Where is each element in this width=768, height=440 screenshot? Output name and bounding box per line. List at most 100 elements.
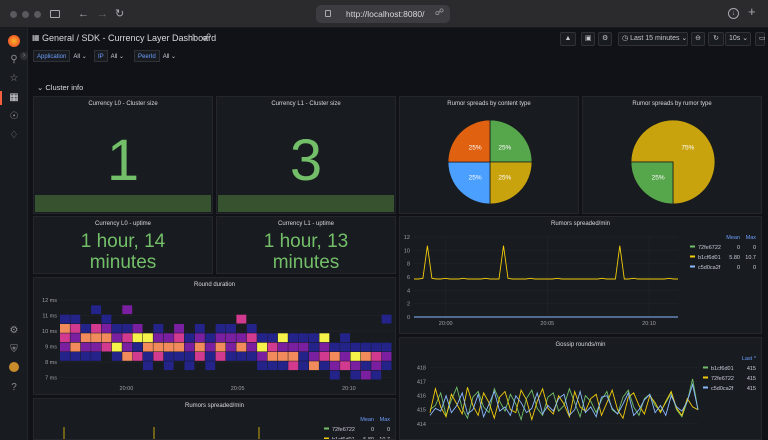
refresh-interval-picker[interactable]: 10s ⌄ [725,32,751,46]
pie-slice-0 [630,119,716,205]
dashboard-nav: ▦ General / SDK - Currency Layer Dashboa… [28,28,768,48]
heatmap-cell-117 [350,352,361,361]
legend-name-0: 72fe6722 [698,245,721,251]
help-icon[interactable]: ? [11,382,17,393]
y-tick-label-1: 417 [417,380,426,386]
panel-gossip-rounds[interactable]: Gossip rounds/min 418 417 416 415 414 Last * b… [399,337,762,440]
grafana-logo-icon[interactable] [8,35,20,47]
refresh-icon[interactable]: ↻ [708,32,724,46]
heatmap-cell-58 [194,352,205,361]
new-tab-icon[interactable]: + [748,4,756,19]
heatmap-cell-118 [350,370,361,380]
legend-swatch-0 [690,245,695,248]
variable-peerid[interactable]: PeerId All ⌄ [134,50,179,62]
heatmap-cell-30 [122,333,133,343]
settings-gear-icon[interactable]: ⚙ [9,325,19,336]
expand-sidebar-icon[interactable]: › [20,52,28,60]
legend-header-0: Mean [360,417,374,423]
forward-arrow-icon[interactable]: → [97,8,108,20]
y-tick-label-4: 414 [417,422,426,428]
search-icon[interactable]: ⚲ [10,54,18,65]
panel-title: Round duration [193,282,236,288]
explore-icon[interactable]: ☉ [9,111,19,122]
legend-header-0: Last * [742,356,757,362]
panel-l0-uptime[interactable]: Currency L0 - uptime 1 hour, 14 minutes [33,216,213,274]
heatmap-cell-5 [70,333,81,343]
heatmap-cell-80 [257,342,267,352]
add-panel-icon[interactable]: ▲ [560,32,576,46]
sidebar: › ⚲ ☆ ▦ ☉ ♢ ⚙ ⛨ ? [0,28,28,440]
panel-title: Currency L1 - Cluster size [271,101,341,107]
uptime-line-1: 1 hour, 13 [263,231,349,252]
dashboard-settings-icon[interactable]: ⚙ [598,32,612,46]
breadcrumb[interactable]: General / SDK - Currency Layer Dashboard [42,33,217,43]
heatmap-cell-55 [184,361,195,371]
heatmap-cell-78 [246,342,257,352]
x-tick-label-0: 20:00 [439,321,453,327]
shield-icon[interactable]: ⛨ [10,344,18,355]
heatmap-cell-21 [101,342,112,352]
zoom-window-button[interactable] [34,11,41,18]
download-icon[interactable]: ↓ [728,8,739,19]
variable-value[interactable]: All ⌄ [110,54,125,60]
alerting-bell-icon[interactable]: ♢ [9,130,19,141]
heatmap-cell-66 [215,333,226,343]
tv-mode-icon[interactable]: ▭ [755,32,766,46]
panel-rumor-content-type[interactable]: Rumor spreads by content type 25% 25% 25% 2… [399,96,579,214]
heatmap-cell-41 [153,342,164,352]
dashboards-icon[interactable]: ▦ [9,92,19,103]
variable-value[interactable]: All ⌄ [162,54,177,60]
star-icon[interactable]: ☆ [189,32,198,42]
heatmap-cell-47 [163,361,174,371]
pie-slice-label-1: 25% [498,174,511,181]
stat-value: 3 [289,128,323,193]
sidebar-toggle-icon[interactable] [50,10,60,18]
address-bar[interactable]: http://localhost:8080/ ☍ [316,5,450,23]
heatmap-cell-2 [60,352,70,361]
variable-label: PeerId [134,50,160,62]
heatmap-cell-109 [329,361,340,371]
time-range-picker[interactable]: ◷ Last 15 minutes ⌄ [618,32,688,46]
reload-icon[interactable]: ↻ [115,8,125,20]
panel-l0-cluster-size[interactable]: Currency L0 - Cluster size 1 [33,96,213,214]
starred-icon[interactable]: ☆ [9,73,19,84]
panel-title: Currency L1 - uptime [277,221,335,227]
heatmap-cell-74 [236,352,247,361]
zoom-out-icon[interactable]: ⊖ [691,32,705,46]
save-dashboard-icon[interactable]: ▣ [581,32,595,46]
panel-rumor-type[interactable]: Rumor spreads by rumor type 75% 25% [582,96,762,214]
panel-round-duration[interactable]: Round duration 12 ms 11 ms 10 ms 9 ms 8 ms 7 … [33,277,396,395]
heatmap-cell-110 [329,342,340,352]
back-arrow-icon[interactable]: ← [78,8,89,20]
legend-value-1-0: 5.80 [729,255,740,261]
panel-title: Currency L0 - uptime [94,221,152,227]
heatmap-cell-113 [340,361,350,371]
minimize-window-button[interactable] [22,11,29,18]
legend-swatch-1 [690,255,695,258]
legend-swatch-2 [690,265,695,268]
heatmap-cell-8 [70,314,81,324]
y-tick-label-2: 8 [407,262,410,268]
variable-value[interactable]: All ⌄ [73,54,87,60]
share-icon[interactable]: ☍ [202,32,212,42]
y-tick-label-0: 418 [417,366,426,372]
series-line-1 [414,245,678,280]
heatmap-cell-87 [267,333,278,343]
close-window-button[interactable] [10,11,17,18]
panel-rumors-spreaded-min[interactable]: Rumors spreaded/min 12 10 8 6 4 2 0 20:00 20:05 2… [399,216,762,334]
heatmap-cell-24 [111,333,122,343]
share-link-icon[interactable]: ☍ [434,7,444,17]
heatmap-cell-69 [226,333,236,343]
heatmap-cell-71 [226,352,236,361]
user-avatar[interactable] [9,362,19,372]
heatmap-cell-42 [153,352,164,361]
panel-l1-cluster-size[interactable]: Currency L1 - Cluster size 3 [216,96,396,214]
panel-rumors-spreaded-min-2[interactable]: Rumors spreaded/min Mean Max 72fe6722 0 0 b1c… [33,398,396,440]
variable-application[interactable]: Application All ⌄ [33,50,90,62]
row-header-cluster-info[interactable]: ⌄ Cluster info [37,83,84,92]
panel-l1-uptime[interactable]: Currency L1 - uptime 1 hour, 13 minutes [216,216,396,274]
stat-sparkline-fill [218,195,394,212]
pie-chart-rumor-type: 75% 25% [630,119,716,205]
variable-ip[interactable]: IP All ⌄ [94,50,127,62]
heatmap-cell-95 [288,361,299,371]
